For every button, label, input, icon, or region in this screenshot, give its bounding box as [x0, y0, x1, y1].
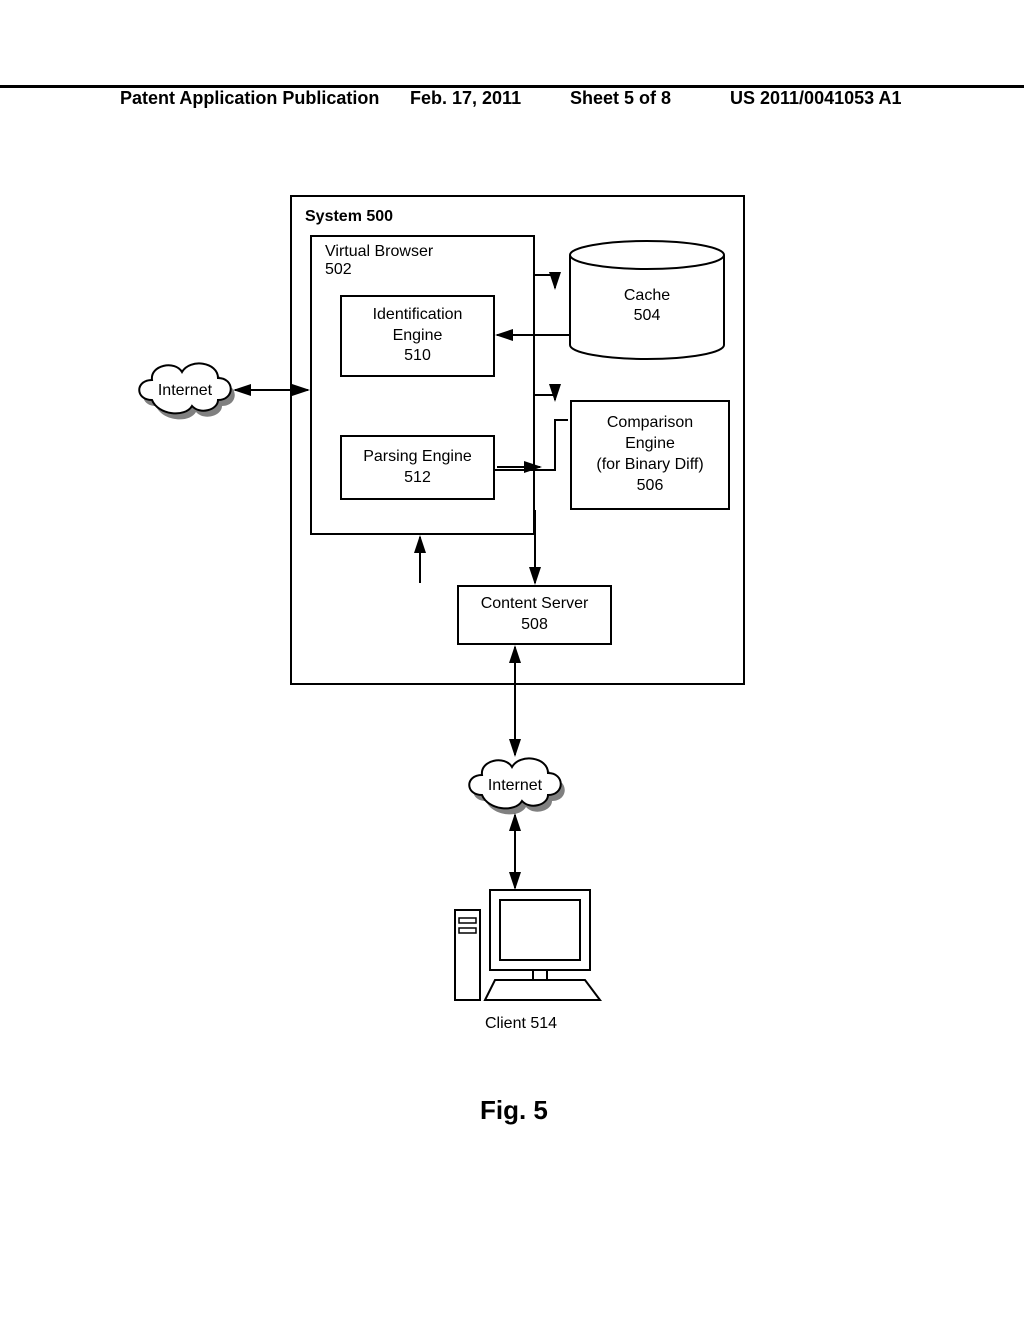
- page: Patent Application Publication Feb. 17, …: [0, 0, 1024, 1320]
- header-patno: US 2011/0041053 A1: [730, 88, 901, 109]
- internet-cloud-bottom: Internet: [469, 758, 565, 814]
- system-label: System 500: [305, 208, 393, 226]
- internet-cloud-left: Internet: [139, 363, 235, 419]
- client-label: Client 514: [485, 1015, 557, 1033]
- content-server-box: Content Server 508: [457, 585, 612, 645]
- internet-label-1: Internet: [158, 382, 213, 399]
- header-publication: Patent Application Publication: [120, 88, 379, 109]
- comparison-engine-box: Comparison Engine (for Binary Diff) 506: [570, 400, 730, 510]
- content-server-label: Content Server 508: [481, 594, 589, 636]
- identification-engine-box: Identification Engine 510: [340, 295, 495, 377]
- internet-label-2: Internet: [488, 777, 543, 794]
- header-date: Feb. 17, 2011: [410, 88, 521, 109]
- figure-label: Fig. 5: [480, 1095, 548, 1126]
- header-sheet: Sheet 5 of 8: [570, 88, 671, 109]
- comparison-engine-label: Comparison Engine (for Binary Diff) 506: [596, 413, 703, 496]
- parsing-engine-box: Parsing Engine 512: [340, 435, 495, 500]
- client-computer-icon: [455, 890, 600, 1000]
- virtual-browser-label: Virtual Browser 502: [325, 243, 433, 279]
- identification-engine-label: Identification Engine 510: [373, 305, 463, 367]
- parsing-engine-label: Parsing Engine 512: [363, 447, 472, 489]
